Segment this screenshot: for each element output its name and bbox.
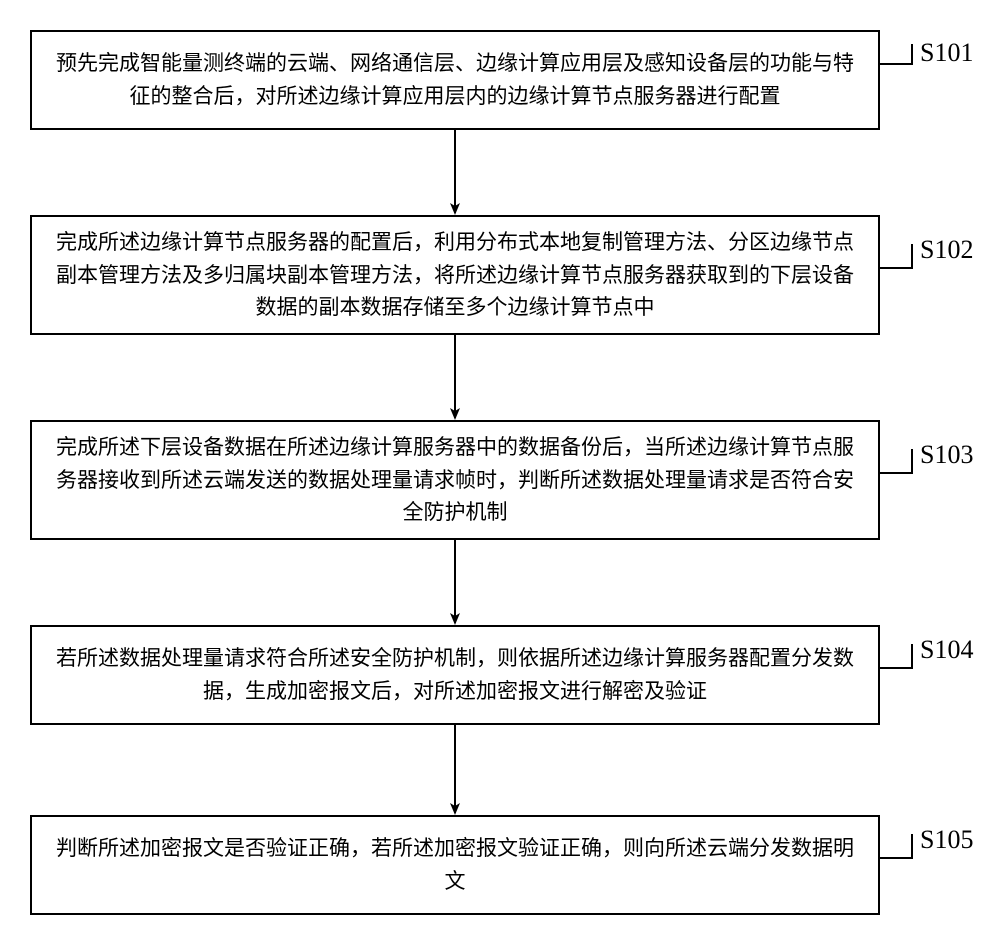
flow-node-text: 若所述数据处理量请求符合所述安全防护机制，则依据所述边缘计算服务器配置分发数据，… bbox=[52, 642, 858, 707]
flow-node-text: 完成所述下层设备数据在所述边缘计算服务器中的数据备份后，当所述边缘计算节点服务器… bbox=[52, 431, 858, 529]
flow-label-s103: S103 bbox=[920, 440, 973, 470]
flow-node-s105: 判断所述加密报文是否验证正确，若所述加密报文验证正确，则向所述云端分发数据明文 bbox=[30, 815, 880, 915]
flow-node-s103: 完成所述下层设备数据在所述边缘计算服务器中的数据备份后，当所述边缘计算节点服务器… bbox=[30, 420, 880, 540]
flow-node-s102: 完成所述边缘计算节点服务器的配置后，利用分布式本地复制管理方法、分区边缘节点副本… bbox=[30, 215, 880, 335]
flow-node-s104: 若所述数据处理量请求符合所述安全防护机制，则依据所述边缘计算服务器配置分发数据，… bbox=[30, 625, 880, 725]
flow-node-s101: 预先完成智能量测终端的云端、网络通信层、边缘计算应用层及感知设备层的功能与特征的… bbox=[30, 30, 880, 130]
flow-node-text: 完成所述边缘计算节点服务器的配置后，利用分布式本地复制管理方法、分区边缘节点副本… bbox=[52, 226, 858, 324]
flowchart-canvas: 预先完成智能量测终端的云端、网络通信层、边缘计算应用层及感知设备层的功能与特征的… bbox=[0, 0, 1000, 951]
flow-label-s104: S104 bbox=[920, 635, 973, 665]
flow-node-text: 判断所述加密报文是否验证正确，若所述加密报文验证正确，则向所述云端分发数据明文 bbox=[52, 832, 858, 897]
flow-label-s105: S105 bbox=[920, 825, 973, 855]
flow-label-s101: S101 bbox=[920, 38, 973, 68]
flow-label-s102: S102 bbox=[920, 235, 973, 265]
flow-node-text: 预先完成智能量测终端的云端、网络通信层、边缘计算应用层及感知设备层的功能与特征的… bbox=[52, 47, 858, 112]
